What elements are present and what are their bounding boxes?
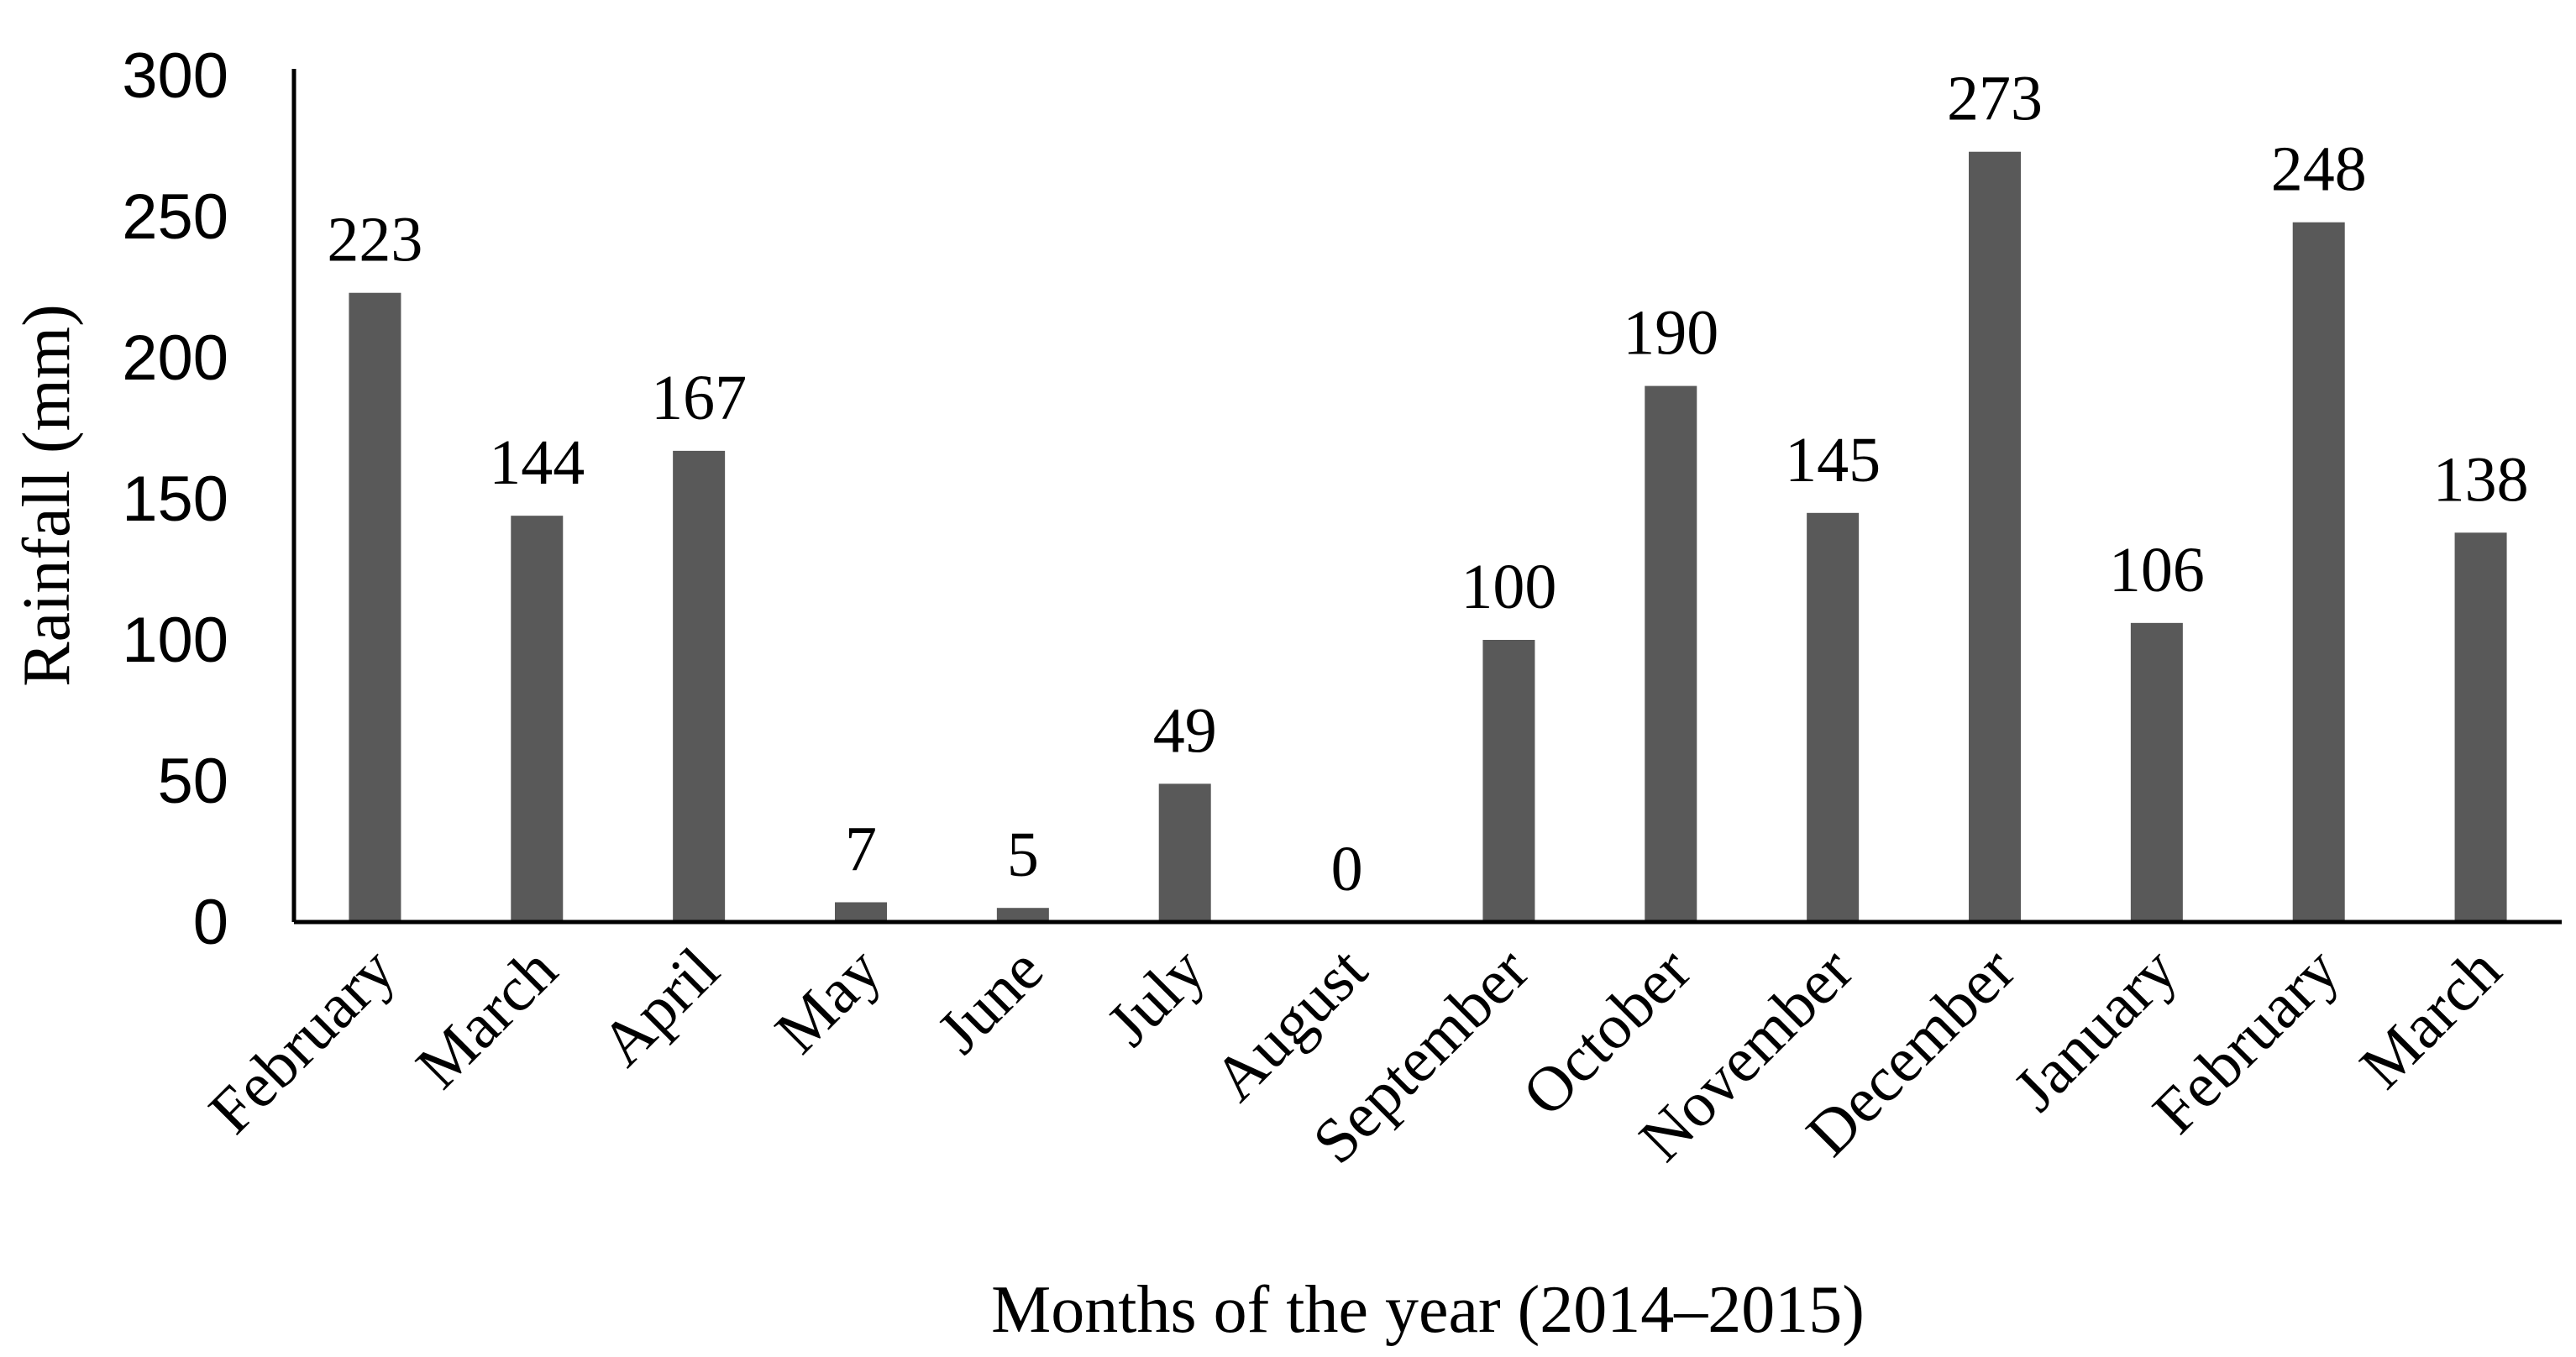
y-tick-label: 0 (193, 887, 228, 958)
bar (1645, 385, 1697, 923)
data-label: 167 (651, 363, 747, 433)
bar (511, 516, 564, 922)
bar (835, 902, 887, 922)
x-tick-label: July (1094, 935, 1219, 1060)
data-label: 49 (1153, 695, 1217, 766)
data-label: 144 (489, 427, 585, 498)
bar (2130, 622, 2183, 922)
data-label: 100 (1461, 552, 1556, 622)
y-tick-label: 50 (157, 746, 228, 817)
bar (1807, 512, 1860, 922)
bar (349, 292, 401, 923)
y-tick-label: 300 (122, 40, 228, 112)
bar (2292, 222, 2345, 923)
data-label: 5 (1007, 820, 1039, 890)
data-label: 145 (1785, 425, 1881, 495)
bar (673, 450, 726, 922)
x-tick-label: May (762, 935, 895, 1067)
y-tick-label: 150 (122, 464, 228, 535)
y-tick-labels: 0 50 100 150 200 250 300 (122, 40, 228, 958)
bar (996, 908, 1049, 922)
y-tick-label: 100 (122, 605, 228, 676)
data-label: 7 (845, 814, 877, 884)
data-label: 106 (2109, 535, 2205, 605)
data-label: 0 (1331, 834, 1363, 904)
x-tick-label: April (587, 935, 732, 1080)
x-tick-label: March (2347, 935, 2515, 1103)
x-tick-label: February (196, 935, 408, 1147)
y-tick-label: 200 (122, 322, 228, 394)
data-labels-layer: 223 144 167 7 5 49 0 100 190 145 273 106 248 138 (327, 64, 2528, 904)
bar (2454, 532, 2507, 922)
bar (1482, 640, 1535, 922)
x-tick-label: March (403, 935, 571, 1103)
data-label: 273 (1947, 64, 2043, 134)
y-axis-title: Rainfall (mm) (10, 304, 84, 686)
bar (1969, 151, 2021, 923)
data-label: 223 (327, 205, 422, 275)
bar (1158, 783, 1211, 922)
y-tick-label: 250 (122, 181, 228, 253)
x-tick-label: June (924, 935, 1057, 1067)
x-axis-title: Months of the year (2014–2015) (991, 1273, 1865, 1347)
bars-layer (349, 151, 2507, 923)
data-label: 190 (1623, 298, 1718, 369)
data-label: 248 (2271, 134, 2367, 205)
data-label: 138 (2433, 444, 2529, 515)
